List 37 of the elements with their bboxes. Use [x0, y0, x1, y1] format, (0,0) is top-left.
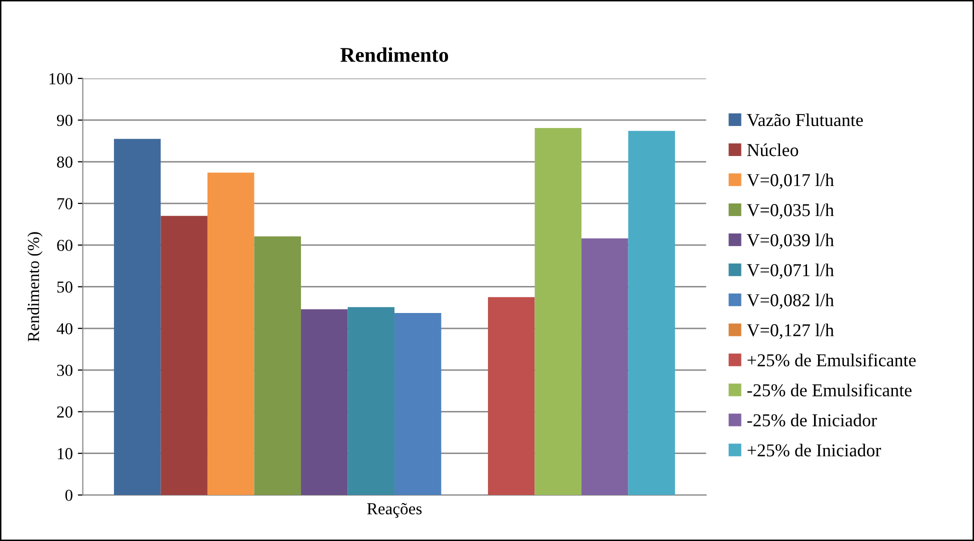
bar	[394, 312, 442, 496]
bar	[628, 130, 675, 496]
legend-label: Vazão Flutuante	[746, 113, 863, 126]
y-tick-label: 100	[50, 73, 72, 84]
bar	[348, 307, 394, 496]
y-tick-label: 50	[57, 281, 72, 293]
bar	[254, 236, 301, 496]
y-tick-label: 80	[57, 156, 72, 168]
legend-label: V=0,039 l/h	[746, 234, 834, 249]
y-tick-label: 0	[65, 490, 72, 501]
legend-label: V=0,035 l/h	[746, 204, 834, 219]
legend-label: V=0,127 l/h	[746, 324, 834, 339]
bar	[488, 297, 535, 496]
y-axis-title: Rendimento (%)	[27, 232, 43, 342]
legend-label: Núcleo	[747, 143, 798, 156]
y-tick-label: 60	[57, 240, 72, 252]
y-tick-label: 20	[57, 406, 72, 418]
legend-label: +25% de Iniciador	[748, 444, 882, 457]
bar	[534, 128, 582, 496]
x-axis-title: Reações	[367, 502, 422, 518]
legend-label: V=0,017 l/h	[746, 174, 834, 189]
bar	[160, 216, 208, 496]
bar	[581, 238, 628, 496]
legend-label: -25% de Iniciador	[747, 414, 877, 426]
y-tick-label: 70	[58, 198, 72, 210]
y-tick-label: 30	[57, 364, 72, 376]
bar	[207, 172, 254, 496]
y-tick-label: 40	[56, 323, 72, 334]
chart-title: Rendimento	[340, 47, 448, 62]
bar	[114, 138, 161, 496]
legend-label: +25% de Emulsificante	[748, 353, 916, 366]
y-tick-label: 10	[58, 448, 72, 460]
legend-label: -25% de Emulsificante	[747, 384, 912, 396]
legend-label: V=0,071 l/h	[746, 264, 834, 279]
y-tick-label: 90	[56, 114, 72, 126]
legend-label: V=0,082 l/h	[746, 294, 834, 309]
bar	[300, 309, 348, 496]
